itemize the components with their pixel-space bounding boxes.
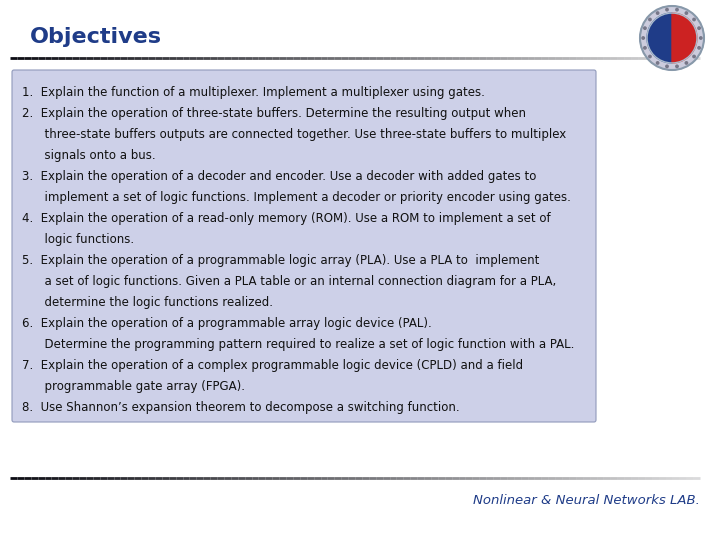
Text: a set of logic functions. Given a PLA table or an internal connection diagram fo: a set of logic functions. Given a PLA ta…	[22, 275, 557, 288]
Text: 6.  Explain the operation of a programmable array logic device (PAL).: 6. Explain the operation of a programmab…	[22, 317, 432, 330]
Circle shape	[640, 6, 704, 70]
Circle shape	[700, 37, 702, 39]
Circle shape	[666, 65, 668, 68]
Circle shape	[666, 9, 668, 11]
Circle shape	[649, 55, 651, 58]
Circle shape	[698, 27, 701, 29]
Text: 7.  Explain the operation of a complex programmable logic device (CPLD) and a fi: 7. Explain the operation of a complex pr…	[22, 359, 523, 372]
Text: programmable gate array (FPGA).: programmable gate array (FPGA).	[22, 380, 245, 393]
Circle shape	[657, 62, 659, 64]
Text: 3.  Explain the operation of a decoder and encoder. Use a decoder with added gat: 3. Explain the operation of a decoder an…	[22, 170, 536, 183]
Text: logic functions.: logic functions.	[22, 233, 134, 246]
Text: 2.  Explain the operation of three-state buffers. Determine the resulting output: 2. Explain the operation of three-state …	[22, 107, 526, 120]
Text: three-state buffers outputs are connected together. Use three-state buffers to m: three-state buffers outputs are connecte…	[22, 128, 566, 141]
Circle shape	[693, 55, 696, 58]
Circle shape	[676, 65, 678, 68]
Polygon shape	[647, 13, 672, 63]
Circle shape	[698, 46, 701, 49]
Circle shape	[649, 18, 651, 21]
Circle shape	[657, 12, 659, 14]
Text: implement a set of logic functions. Implement a decoder or priority encoder usin: implement a set of logic functions. Impl…	[22, 191, 571, 204]
Text: determine the logic functions realized.: determine the logic functions realized.	[22, 296, 273, 309]
Circle shape	[642, 37, 644, 39]
Circle shape	[647, 13, 697, 63]
Circle shape	[693, 18, 696, 21]
Circle shape	[685, 62, 688, 64]
Text: Objectives: Objectives	[30, 27, 162, 47]
Circle shape	[644, 27, 646, 29]
Text: Determine the programming pattern required to realize a set of logic function wi: Determine the programming pattern requir…	[22, 338, 575, 351]
Text: 5.  Explain the operation of a programmable logic array (PLA). Use a PLA to  imp: 5. Explain the operation of a programmab…	[22, 254, 539, 267]
Circle shape	[685, 12, 688, 14]
Text: 8.  Use Shannon’s expansion theorem to decompose a switching function.: 8. Use Shannon’s expansion theorem to de…	[22, 401, 459, 414]
FancyBboxPatch shape	[12, 70, 596, 422]
Polygon shape	[672, 13, 697, 63]
Text: Nonlinear & Neural Networks LAB.: Nonlinear & Neural Networks LAB.	[473, 494, 700, 507]
Circle shape	[644, 46, 646, 49]
Text: 4.  Explain the operation of a read-only memory (ROM). Use a ROM to implement a : 4. Explain the operation of a read-only …	[22, 212, 551, 225]
Circle shape	[676, 9, 678, 11]
Text: signals onto a bus.: signals onto a bus.	[22, 149, 156, 162]
Text: 1.  Explain the function of a multiplexer. Implement a multiplexer using gates.: 1. Explain the function of a multiplexer…	[22, 86, 485, 99]
